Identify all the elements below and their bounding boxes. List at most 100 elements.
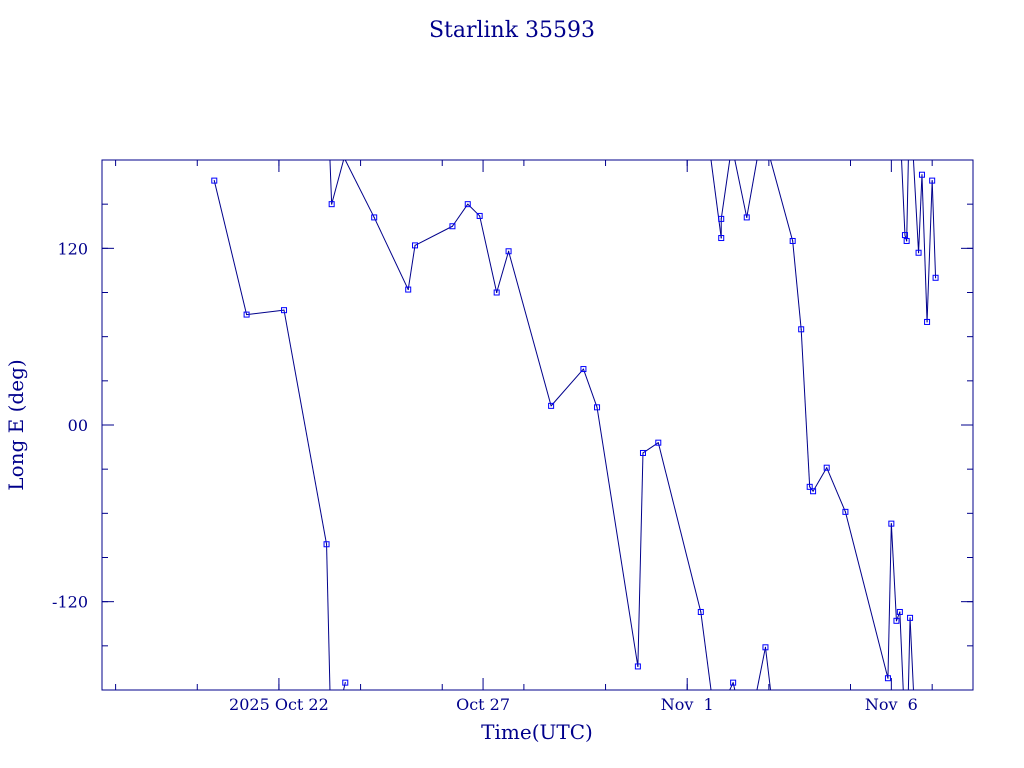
chart-title: Starlink 35593: [429, 18, 595, 43]
data-point: [412, 242, 419, 249]
data-point: [924, 318, 931, 325]
data-point-center: [479, 215, 481, 217]
data-point: [915, 249, 922, 256]
data-point: [211, 177, 218, 184]
data-point-center: [746, 216, 748, 218]
data-point: [730, 679, 737, 686]
series-line-segment: [909, 617, 914, 690]
data-point: [806, 483, 813, 490]
data-point-center: [764, 646, 766, 648]
data-point: [718, 215, 725, 222]
data-point-center: [890, 523, 892, 525]
data-point: [594, 404, 601, 411]
data-point: [896, 608, 903, 615]
data-point: [810, 488, 817, 495]
x-axis-ticks: [115, 160, 933, 690]
data-point: [918, 171, 925, 178]
data-point-center: [792, 240, 794, 242]
series-line-segment: [373, 217, 409, 290]
series-line-segment: [800, 329, 811, 487]
data-point: [884, 675, 891, 682]
x-tick-label: 2025 Oct 22: [229, 695, 329, 714]
series-line-segment: [901, 160, 906, 236]
series-line-segment: [414, 225, 453, 246]
data-point-center: [642, 452, 644, 454]
x-axis-label: Time(UTC): [481, 720, 593, 744]
data-point-center: [732, 682, 734, 684]
data-point-center: [550, 405, 552, 407]
data-point-center: [904, 234, 906, 236]
data-point-center: [326, 543, 328, 545]
data-point-center: [496, 292, 498, 293]
data-point: [505, 248, 512, 255]
data-point-center: [246, 314, 248, 316]
series-line-segment: [508, 251, 552, 406]
series-line-segment: [343, 682, 346, 690]
series-line-segment: [550, 368, 584, 407]
series-line-segment: [331, 160, 345, 205]
data-point-center: [906, 240, 908, 242]
data-point-center: [414, 244, 416, 246]
series-line-segment: [637, 452, 644, 667]
data-point: [893, 617, 900, 624]
series-line-segment: [844, 511, 889, 679]
data-point: [929, 177, 936, 184]
data-point: [243, 311, 250, 318]
series-lines: [213, 160, 937, 690]
series-line-segment: [729, 682, 734, 690]
x-tick-label: Nov 6: [865, 695, 918, 714]
series-line-segment: [899, 611, 904, 690]
series-line-segment: [710, 160, 722, 239]
series-line-segment: [479, 215, 498, 293]
series-line-segment: [792, 240, 802, 330]
series-line-segment: [756, 647, 766, 690]
data-point-center: [451, 225, 453, 227]
series-line-segment: [770, 160, 794, 242]
data-point-center: [407, 289, 409, 291]
data-point: [842, 508, 849, 515]
data-point-center: [895, 620, 897, 622]
series-line-segment: [734, 160, 748, 218]
data-point-center: [582, 368, 584, 370]
y-axis-ticks: [102, 203, 973, 647]
data-point: [888, 520, 895, 527]
series-line-segment: [906, 160, 909, 241]
data-point-center: [344, 682, 346, 684]
data-point-center: [918, 252, 920, 254]
data-point: [405, 286, 412, 293]
data-point-center: [921, 174, 923, 176]
data-point: [901, 232, 908, 239]
data-point-center: [657, 442, 659, 444]
series-line-segment: [895, 611, 901, 621]
data-point: [449, 223, 456, 230]
series-line-segment: [407, 245, 416, 290]
y-axis-label: Long E (deg): [4, 359, 28, 490]
data-point: [464, 201, 471, 208]
data-point: [476, 212, 483, 219]
data-point: [493, 289, 500, 296]
data-point-center: [844, 511, 846, 513]
data-point-center: [700, 611, 702, 613]
series-line-segment: [496, 251, 510, 293]
series-line-segment: [907, 617, 911, 690]
data-point-center: [720, 237, 722, 239]
y-axis-tick-labels: -120 00 120: [52, 239, 88, 611]
series-line-segment: [746, 160, 758, 218]
data-point-center: [909, 617, 911, 619]
series-line-segment: [887, 523, 892, 679]
y-tick-label: 00: [68, 416, 88, 435]
data-point-center: [720, 218, 722, 220]
data-point: [281, 307, 288, 314]
x-tick-label: Nov 1: [661, 695, 714, 714]
data-point: [548, 402, 555, 409]
data-point: [718, 235, 725, 242]
series-line-segment: [329, 160, 333, 205]
series-line-segment: [890, 523, 897, 621]
data-point: [342, 679, 349, 686]
series-line-segment: [326, 544, 331, 690]
data-point: [655, 439, 662, 446]
y-tick-label: 120: [57, 239, 88, 258]
data-point: [798, 326, 805, 333]
x-tick-label: Oct 27: [456, 695, 510, 714]
